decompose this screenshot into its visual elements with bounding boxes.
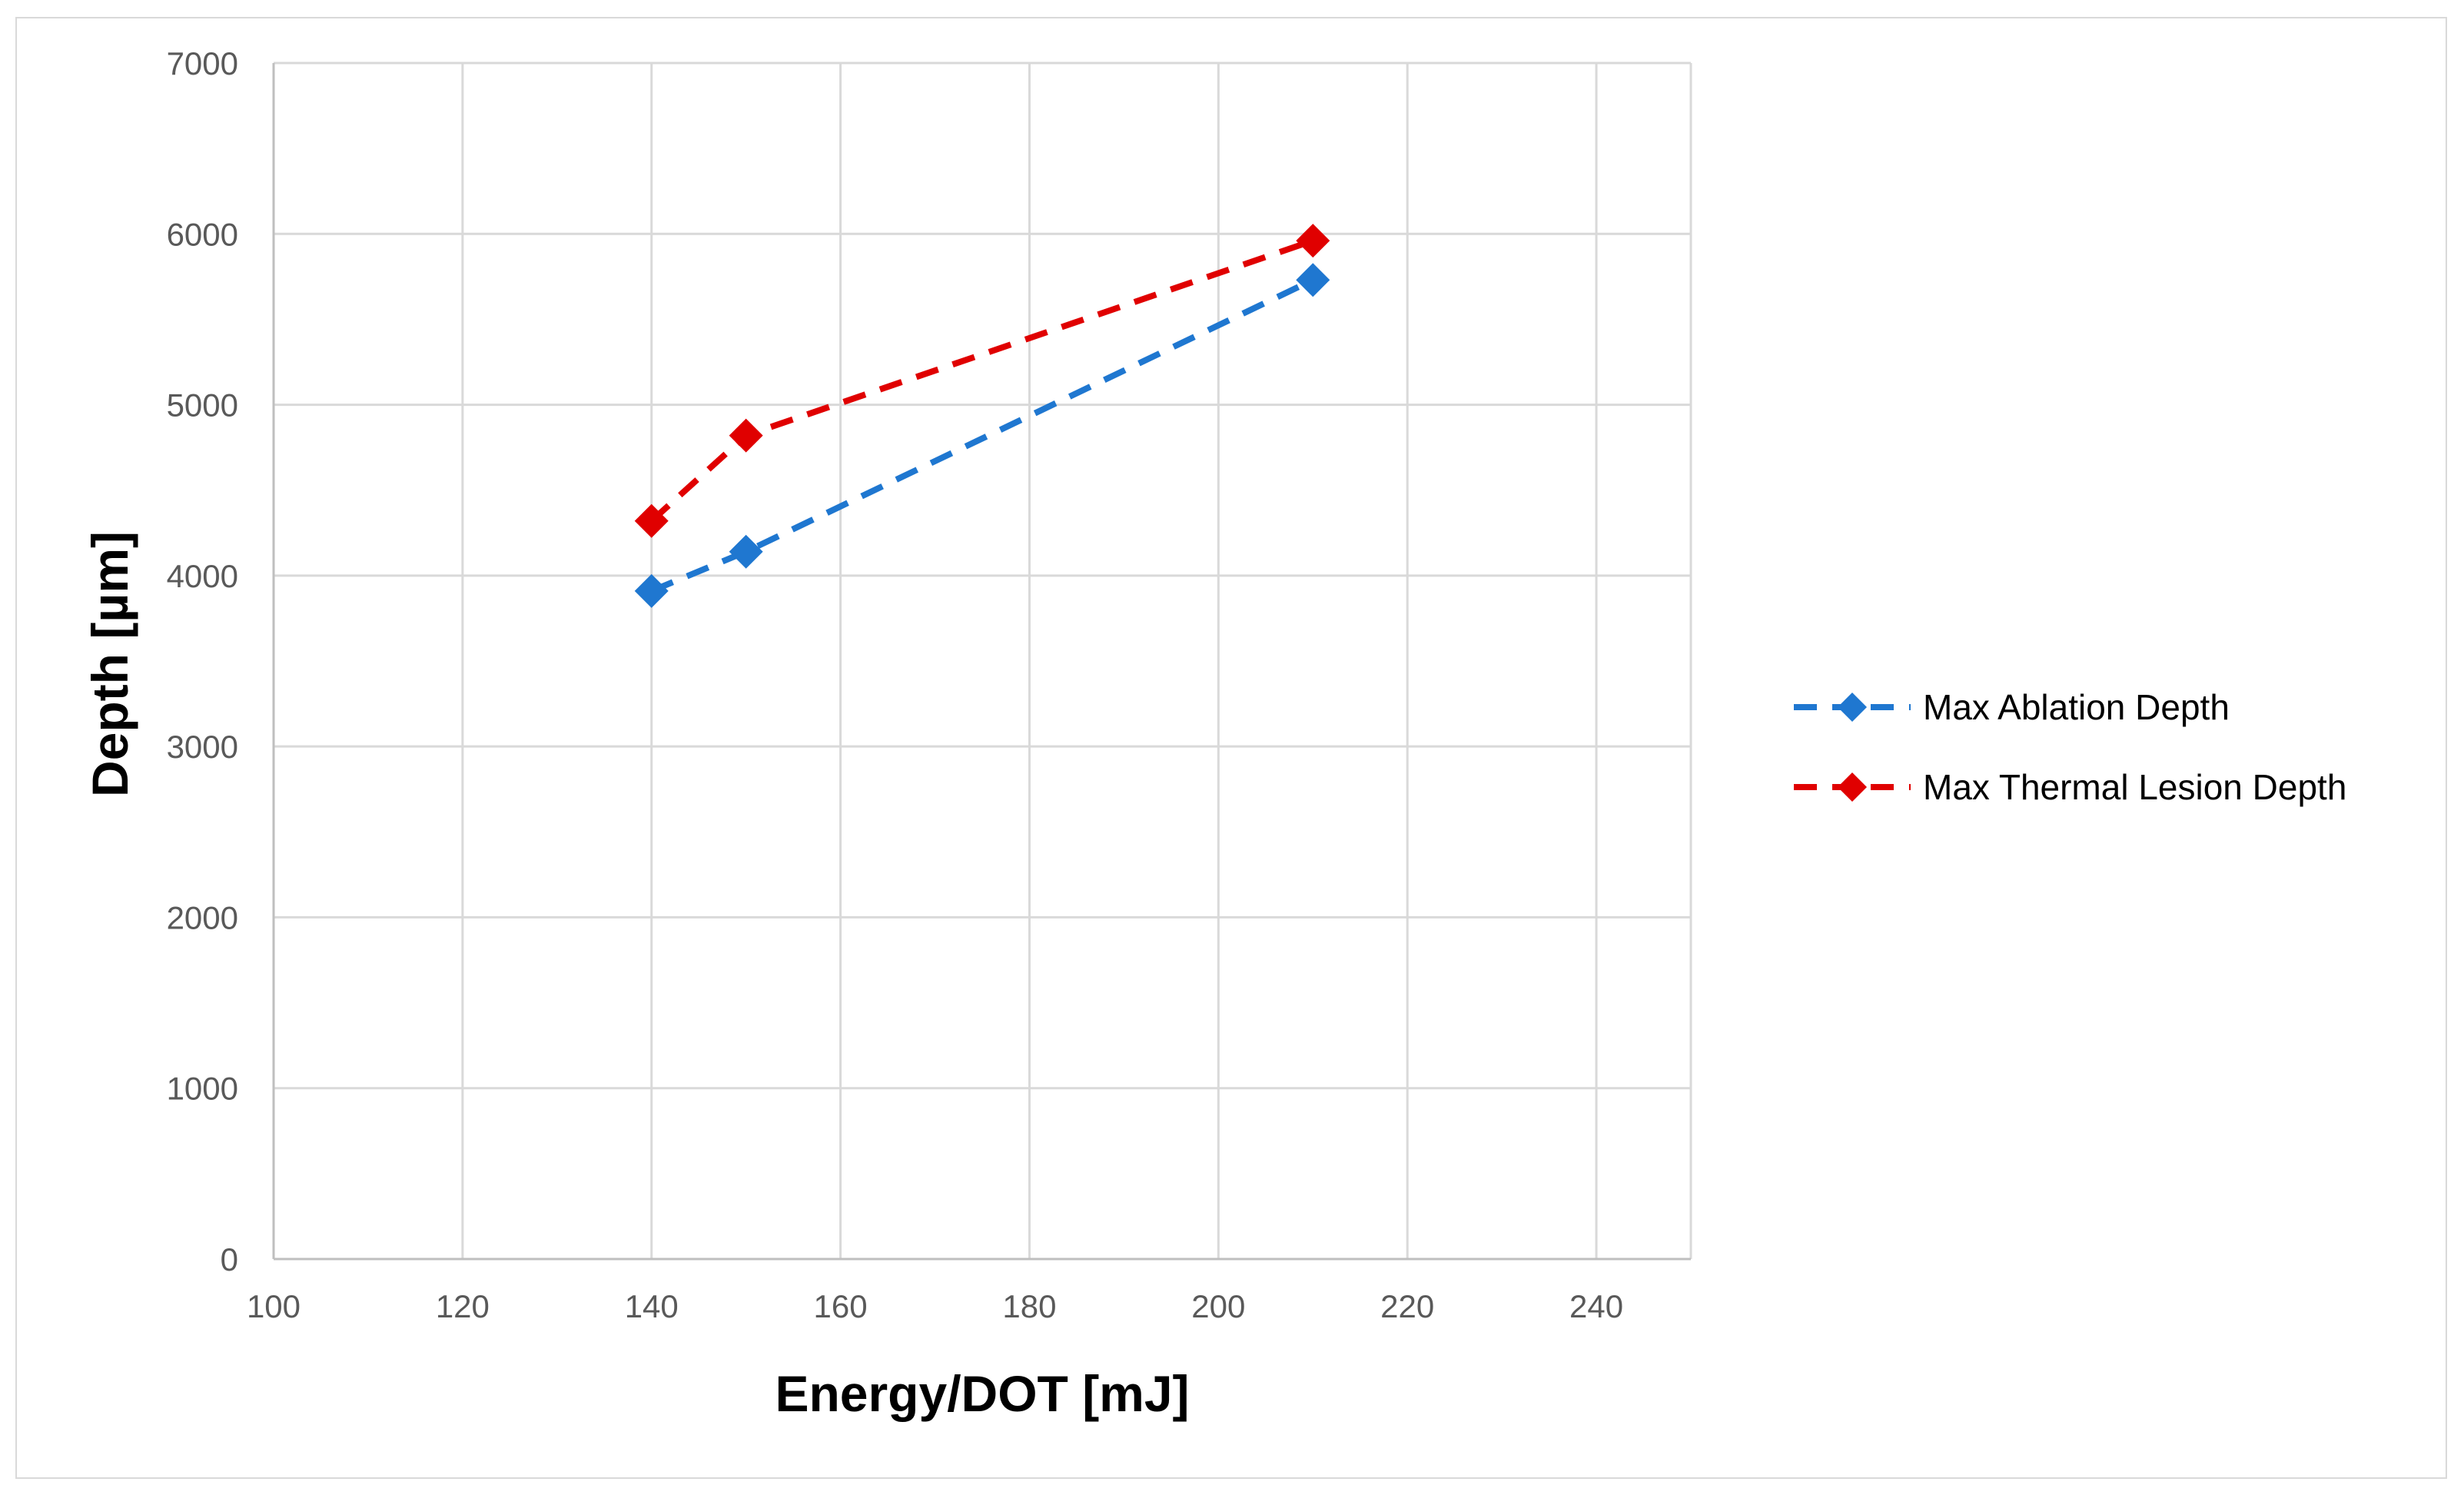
data-point <box>1296 224 1330 258</box>
x-tick-label: 200 <box>1191 1288 1245 1324</box>
axes: 0 1000 2000 3000 4000 5000 6000 7000 100 120 140 16… <box>167 45 1691 1324</box>
x-tick-label: 160 <box>814 1288 868 1324</box>
series-line <box>649 238 1314 523</box>
x-tick-label: 220 <box>1380 1288 1434 1324</box>
x-tick-label: 100 <box>247 1288 301 1324</box>
data-point <box>729 418 763 453</box>
y-tick-label: 3000 <box>167 729 238 765</box>
data-point <box>634 573 669 608</box>
chart-frame <box>15 17 2447 1479</box>
y-tick-label: 4000 <box>167 558 238 594</box>
x-axis-title: Energy/DOT [mJ] <box>775 1365 1189 1422</box>
y-tick-label: 5000 <box>167 387 238 424</box>
data-point <box>729 534 763 569</box>
series-line <box>650 277 1314 594</box>
y-tick-label: 7000 <box>167 45 238 81</box>
grid-lines <box>272 61 1692 1261</box>
legend-marker <box>1838 693 1867 722</box>
x-tick-label: 180 <box>1002 1288 1056 1324</box>
legend: Max Ablation Depth Max Thermal Lesion Dep… <box>1794 687 2346 807</box>
y-tick-label: 0 <box>221 1241 238 1277</box>
x-tick-label: 140 <box>625 1288 679 1324</box>
y-tick-label: 1000 <box>167 1071 238 1107</box>
legend-marker <box>1838 772 1867 802</box>
x-tick-label: 120 <box>436 1288 490 1324</box>
y-tick-label: 6000 <box>167 216 238 252</box>
legend-label: Max Thermal Lesion Depth <box>1923 767 2346 807</box>
data-point <box>634 503 669 538</box>
legend-label: Max Ablation Depth <box>1923 687 2230 727</box>
data-point <box>1296 263 1330 297</box>
data-series <box>634 224 1330 608</box>
y-tick-label: 2000 <box>167 899 238 935</box>
y-axis-title: Depth [µm] <box>81 531 138 797</box>
x-tick-label: 240 <box>1569 1288 1623 1324</box>
